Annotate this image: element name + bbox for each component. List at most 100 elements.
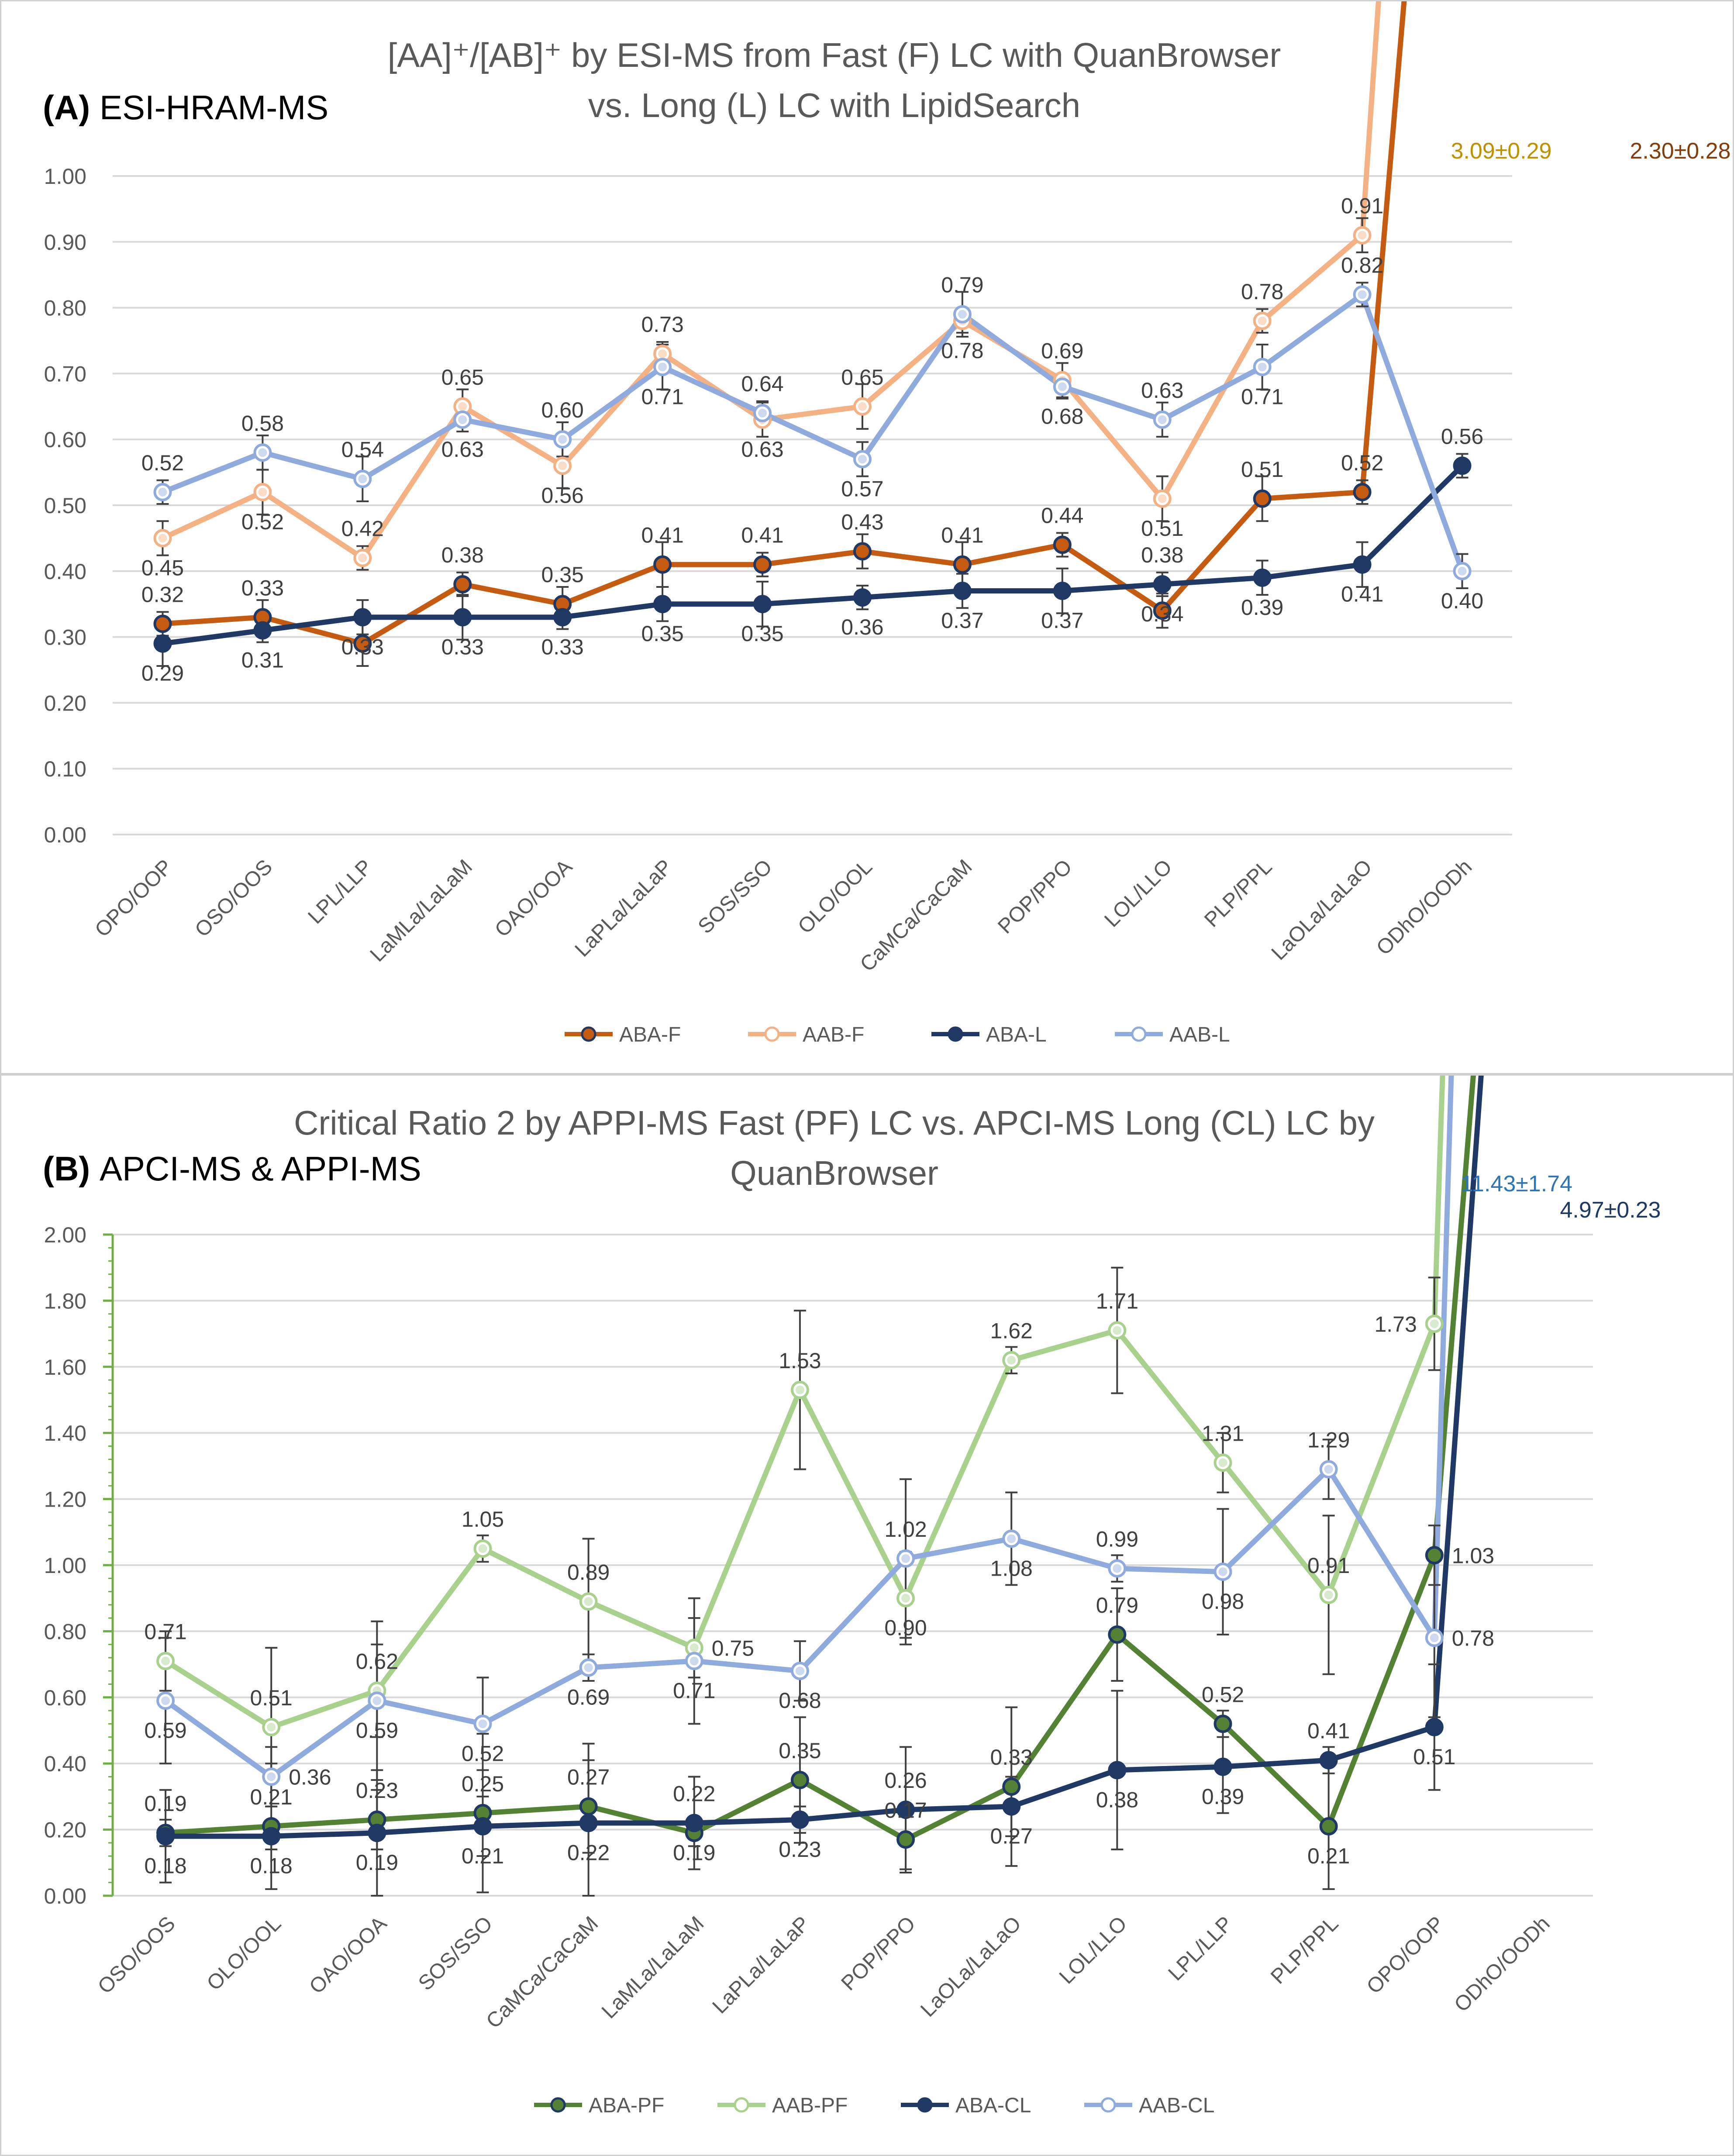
series-line-ABA-PF [165,1076,1476,1842]
data-label-ABA-L: 0.33 [541,635,584,659]
data-point-fill-AAB-F [858,402,867,411]
data-point-AAB-PF [896,1589,915,1608]
data-point-fill-AAB-CL [1218,1567,1227,1576]
data-label-AAB-CL: 0.71 [673,1679,715,1703]
offscale-annotation: 3.09±0.29 [1451,138,1552,164]
data-point-AAB-PF [1002,1351,1021,1369]
series-line-AAB-CL [164,1076,1454,1780]
x-category-label: SOS/SSO [414,1912,497,1995]
data-label-AAB-PF: 0.51 [250,1686,293,1710]
data-point-fill-AAB-PF [1007,1356,1016,1365]
data-point-fill-AAB-CL [901,1554,910,1563]
data-point-ABA-L [853,588,872,607]
legend-label-ABA-L: ABA-L [986,1023,1047,1046]
data-point-fill-AAB-F [158,534,167,543]
x-category-label: LaMLa/LaLaM [597,1912,708,2023]
data-point-ABA-L [153,634,172,653]
data-point-AAB-L [253,443,272,462]
x-category-label: LPL/LLP [1164,1912,1238,1985]
data-point-fill-AAB-CL [161,1696,170,1705]
data-point-AAB-L [453,410,472,429]
legend-label-ABA-PF: ABA-PF [589,2094,664,2117]
series-AAB-CL [164,1076,1454,1780]
data-point-ABA-L [1053,582,1072,600]
x-category-label: PLP/PPL [1200,855,1276,931]
y-tick-label: 0.00 [44,1884,86,1908]
data-label-AAB-F: 0.63 [741,437,783,462]
data-point-fill-AAB-F [458,402,467,411]
data-point-ABA-L [953,582,972,600]
data-label-ABA-L: 0.37 [941,608,983,633]
data-point-AAB-CL [1319,1460,1338,1479]
data-label-AAB-PF: 1.71 [1096,1289,1138,1314]
data-point-ABA-L [553,608,572,627]
data-label-ABA-PF: 0.25 [462,1772,504,1796]
series-AAB-L [162,292,1465,572]
data-point-fill-AAB-L [1458,566,1467,576]
data-point-AAB-PF [473,1539,492,1558]
y-tick-label: 1.00 [44,164,86,189]
data-point-ABA-CL [1425,1718,1444,1736]
y-tick-label: 1.60 [44,1355,86,1380]
data-point-AAB-L [153,483,172,501]
series-ABA-PF [165,1076,1476,1842]
data-label-AAB-CL: 0.69 [567,1685,610,1710]
data-point-fill-AAB-PF [901,1594,910,1603]
data-point-fill-AAB-CL [1324,1465,1333,1474]
data-point-fill-AAB-L [858,455,867,464]
y-tick-label: 0.20 [44,691,86,715]
data-label-AAB-F: 0.91 [1341,194,1383,218]
data-label-ABA-F: 0.33 [241,576,284,600]
data-label-AAB-L: 0.57 [841,476,883,501]
x-category-label: ODhO/OODh [1450,1912,1554,2016]
data-label-ABA-L: 0.36 [841,615,883,639]
legend-marker-AAB-PF [734,2097,749,2113]
legend-marker-AAB-L [1131,1026,1147,1042]
data-point-ABA-CL [896,1801,915,1819]
data-point-fill-AAB-CL [372,1696,382,1705]
data-label-ABA-L: 0.34 [1141,602,1183,626]
data-point-AAB-PF [1213,1453,1232,1472]
data-label-ABA-F: 0.43 [841,510,883,535]
series-ABA-F [162,1,1407,646]
x-category-label: OAO/OOA [305,1912,391,1998]
panel-b: Critical Ratio 2 by APPI-MS Fast (PF) LC… [0,1074,1734,2156]
data-point-fill-AAB-F [1158,494,1167,503]
data-label-AAB-F: 0.65 [441,365,484,390]
data-point-ABA-F [1153,601,1172,620]
data-point-ABA-F [853,542,872,561]
x-category-label: LaOLa/LaLaO [916,1912,1026,2021]
data-point-fill-AAB-CL [584,1663,593,1672]
data-point-fill-AAB-F [358,553,367,562]
data-label-AAB-CL: 1.29 [1307,1428,1350,1452]
data-point-fill-AAB-L [358,474,367,483]
data-point-AAB-L [1453,562,1472,580]
x-category-label: POP/PPO [993,855,1076,938]
legend-label-AAB-F: AAB-F [803,1023,864,1046]
data-point-AAB-F [1353,226,1372,245]
data-label-AAB-L: 0.52 [141,451,184,475]
data-label-AAB-CL: 0.52 [462,1741,504,1766]
data-label-ABA-PF: 0.21 [250,1785,293,1809]
series-AAB-F [161,1,1381,561]
data-point-AAB-L [1353,285,1372,304]
data-point-AAB-CL [368,1691,386,1710]
data-label-AAB-F: 0.65 [841,365,883,390]
data-point-ABA-PF [1108,1625,1127,1644]
y-tick-label: 1.40 [44,1421,86,1445]
data-label-ABA-CL: 0.27 [990,1824,1033,1849]
data-label-ABA-F: 0.44 [1041,503,1083,528]
x-category-label: LPL/LLP [303,855,377,928]
data-label-AAB-PF: 1.05 [462,1507,504,1532]
data-point-AAB-L [1253,358,1272,376]
data-label-ABA-CL: 0.21 [462,1844,504,1868]
data-label-ABA-L: 0.39 [1241,595,1283,620]
data-label-ABA-CL: 0.23 [779,1837,821,1862]
data-point-AAB-F [153,529,172,548]
data-point-AAB-L [1153,410,1172,429]
data-point-AAB-L [653,358,672,376]
data-point-ABA-L [1453,456,1472,475]
data-label-ABA-L: 0.33 [441,635,484,659]
data-point-ABA-F [1253,489,1272,508]
data-point-fill-AAB-L [158,487,167,497]
